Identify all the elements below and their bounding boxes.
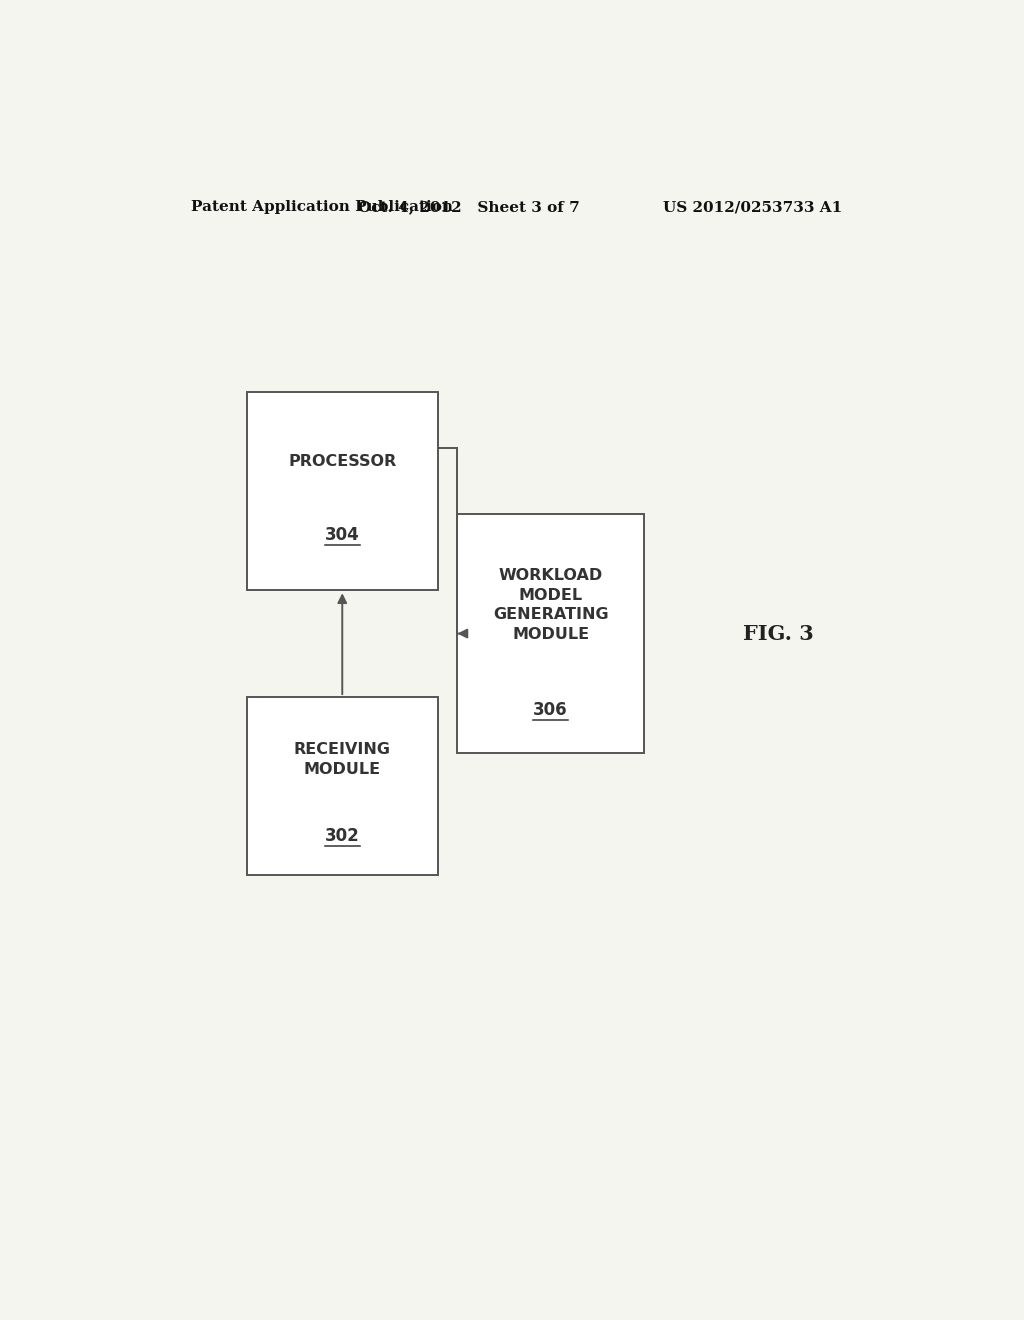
Text: Patent Application Publication: Patent Application Publication (191, 201, 454, 214)
Bar (247, 392, 437, 590)
Text: Oct. 4, 2012   Sheet 3 of 7: Oct. 4, 2012 Sheet 3 of 7 (358, 201, 581, 214)
Text: 302: 302 (325, 826, 359, 845)
Text: PROCESSOR: PROCESSOR (288, 454, 396, 469)
Bar (458, 515, 644, 752)
Text: FIG. 3: FIG. 3 (743, 623, 814, 644)
Text: WORKLOAD
MODEL
GENERATING
MODULE: WORKLOAD MODEL GENERATING MODULE (493, 568, 608, 642)
Text: 304: 304 (325, 525, 359, 544)
Text: RECEIVING
MODULE: RECEIVING MODULE (294, 742, 391, 776)
Bar (247, 697, 437, 875)
Text: 306: 306 (534, 701, 568, 719)
Text: US 2012/0253733 A1: US 2012/0253733 A1 (663, 201, 842, 214)
